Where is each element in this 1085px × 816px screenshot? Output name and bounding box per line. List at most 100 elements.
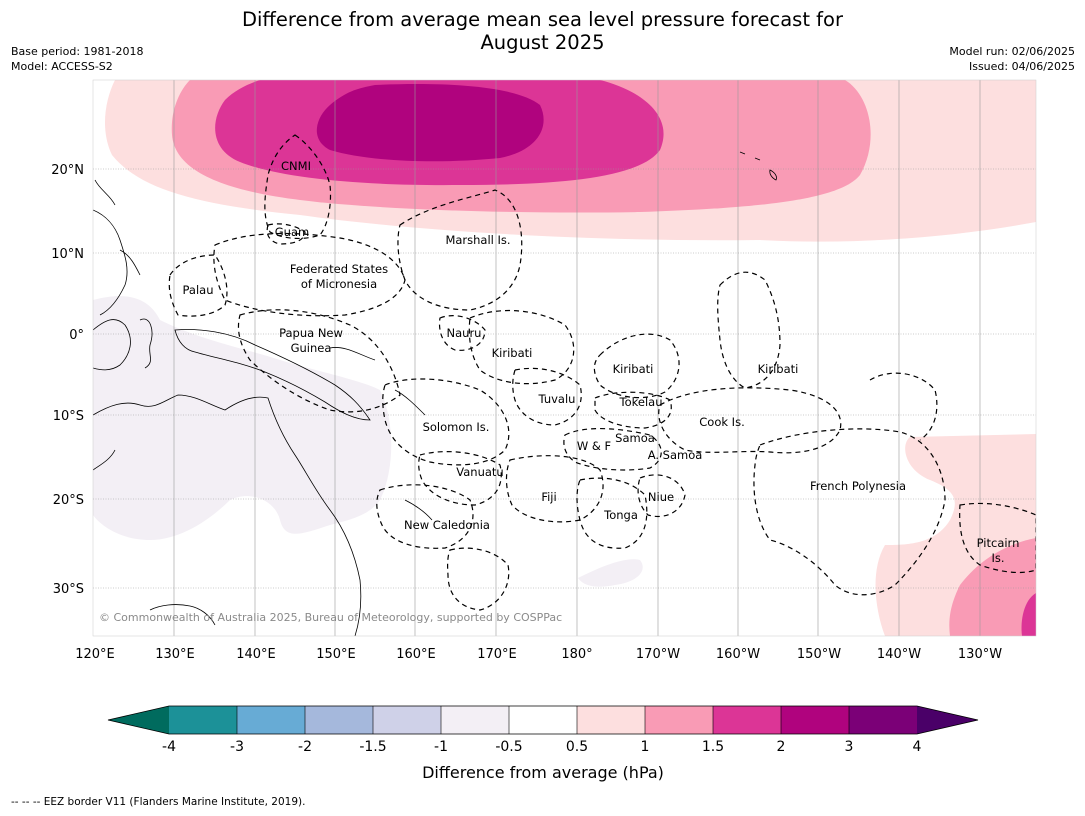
- lon-label-150W: 150°W: [797, 647, 841, 662]
- eez-borders: [168, 134, 1036, 611]
- label-fsm-1: Federated States: [290, 262, 388, 276]
- colorbar-tick-2: -2: [298, 739, 312, 755]
- lat-label-20S: 20°S: [53, 493, 84, 508]
- eez-legend-footnote: -- -- -- EEZ border V11 (Flanders Marine…: [11, 796, 306, 808]
- anomaly-contour-1-southeast: [949, 538, 1036, 636]
- eez-png: [237, 309, 401, 413]
- eez-fiji: [505, 455, 604, 523]
- label-niue: Niue: [648, 490, 674, 504]
- label-samoa: Samoa: [615, 431, 655, 445]
- label-tonga: Tonga: [603, 508, 638, 522]
- colorbar-tick-6: 0.5: [566, 739, 588, 755]
- eez-fp-north: [869, 372, 938, 441]
- anomaly-contour-2-north: [316, 84, 544, 162]
- eez-cnmi: [264, 134, 332, 239]
- label-kiribati-east: Kiribati: [758, 362, 799, 376]
- coast-borneo-sulawesi: [93, 318, 153, 371]
- label-png-1: Papua New: [279, 326, 343, 340]
- label-fiji: Fiji: [541, 490, 556, 504]
- coast-new-guinea: [174, 329, 371, 421]
- label-solomon: Solomon Is.: [423, 420, 490, 434]
- eez-guam: [266, 223, 306, 245]
- colorbar-bin-11: [849, 706, 917, 734]
- anomaly-contour-1.5-southeast: [1021, 593, 1036, 636]
- lon-label-140W: 140°W: [877, 647, 921, 662]
- eez-vanuatu: [418, 451, 502, 506]
- colorbar-tick-5: -0.5: [495, 739, 522, 755]
- lon-label-130W: 130°W: [958, 647, 1002, 662]
- label-nauru: Nauru: [447, 326, 482, 340]
- colorbar-bin-3: [305, 706, 373, 734]
- coast-philippines: [93, 179, 141, 316]
- colorbar-tick-9: 2: [777, 739, 786, 755]
- coastlines: [93, 151, 777, 636]
- label-pitcairn-2: Is.: [991, 551, 1004, 565]
- colorbar-bin-1: [169, 706, 237, 734]
- title-line-2: August 2025: [480, 31, 605, 54]
- colorbar-tick-10: 3: [845, 739, 854, 755]
- colorbar-tick-11: 4: [913, 739, 922, 755]
- right-metadata: Model run: 02/06/2025 Issued: 04/06/2025: [949, 44, 1075, 74]
- lat-label-10N: 10°N: [51, 247, 84, 262]
- label-asamoa: A. Samoa: [648, 448, 703, 462]
- anomaly-contour-neg0.5-small: [578, 559, 643, 587]
- colorbar-bin-2: [237, 706, 305, 734]
- coast-new-britain: [329, 347, 426, 416]
- latitude-labels: 20°N 10°N 0° 10°S 20°S 30°S: [51, 163, 84, 597]
- eez-marshall: [397, 189, 523, 311]
- label-french-polynesia: French Polynesia: [810, 479, 906, 493]
- lon-label-160W: 160°W: [716, 647, 760, 662]
- colorbar-tick-0: -4: [162, 739, 176, 755]
- lat-label-20N: 20°N: [51, 163, 84, 178]
- anomaly-shading: [93, 80, 1036, 636]
- colorbar-outline: [107, 705, 979, 735]
- title-line-1: Difference from average mean sea level p…: [242, 8, 843, 31]
- base-period: Base period: 1981-2018: [11, 45, 144, 58]
- colorbar-title: Difference from average (hPa): [422, 763, 664, 782]
- eez-palau: [168, 254, 228, 317]
- left-metadata: Base period: 1981-2018 Model: ACCESS-S2: [11, 44, 143, 74]
- copyright-notice: © Commonwealth of Australia 2025, Bureau…: [99, 611, 562, 624]
- colorbar-extend-high: [917, 706, 978, 734]
- coast-hawaii: [739, 151, 777, 181]
- label-cook: Cook Is.: [699, 415, 744, 429]
- label-pitcairn-1: Pitcairn: [977, 536, 1020, 550]
- eez-tonga: [576, 477, 648, 549]
- label-new-caledonia: New Caledonia: [404, 518, 490, 532]
- coast-new-zealand: [149, 604, 216, 626]
- place-labels: CNMI Guam Marshall Is. Federated States …: [183, 159, 1020, 565]
- lat-label-30S: 30°S: [53, 582, 84, 597]
- map-frame: [92, 79, 1037, 637]
- label-vanuatu: Vanuatu: [456, 465, 503, 479]
- label-png-2: Guinea: [291, 341, 332, 355]
- lat-label-0: 0°: [69, 328, 84, 343]
- label-marshall: Marshall Is.: [445, 233, 510, 247]
- lon-label-170E: 170°E: [477, 647, 517, 662]
- eez-tuvalu: [512, 367, 582, 426]
- colorbar-tick-8: 1.5: [702, 739, 724, 755]
- colorbar-tick-3: -1.5: [359, 739, 386, 755]
- issued-date: Issued: 04/06/2025: [968, 60, 1075, 73]
- colorbar-bin-5: [441, 706, 509, 734]
- colorbar-tick-1: -3: [230, 739, 244, 755]
- colorbar-extend-low: [108, 706, 169, 734]
- eez-niue: [637, 474, 686, 517]
- eez-new-caledonia: [376, 484, 474, 549]
- eez-kiribati-central: [593, 333, 680, 399]
- eez-tokelau: [594, 391, 672, 429]
- label-kiribati-west: Kiribati: [492, 346, 533, 360]
- label-wf: W & F: [577, 439, 611, 453]
- eez-kiribati-east: [717, 271, 781, 389]
- lon-label-140E: 140°E: [236, 647, 276, 662]
- lon-label-180: 180°: [561, 647, 592, 662]
- colorbar-bin-6: [509, 706, 577, 734]
- lon-label-170W: 170°W: [636, 647, 680, 662]
- longitude-labels: 120°E 130°E 140°E 150°E 160°E 170°E 180°…: [75, 647, 1002, 662]
- label-palau: Palau: [183, 283, 214, 297]
- eez-norfolk: [447, 547, 510, 611]
- graticule: [93, 80, 1036, 636]
- colorbar-tick-7: 1: [641, 739, 650, 755]
- map-title: Difference from average mean sea level p…: [0, 8, 1085, 54]
- anomaly-contour-neg0.5-southwest: [93, 296, 392, 540]
- lon-label-130E: 130°E: [155, 647, 195, 662]
